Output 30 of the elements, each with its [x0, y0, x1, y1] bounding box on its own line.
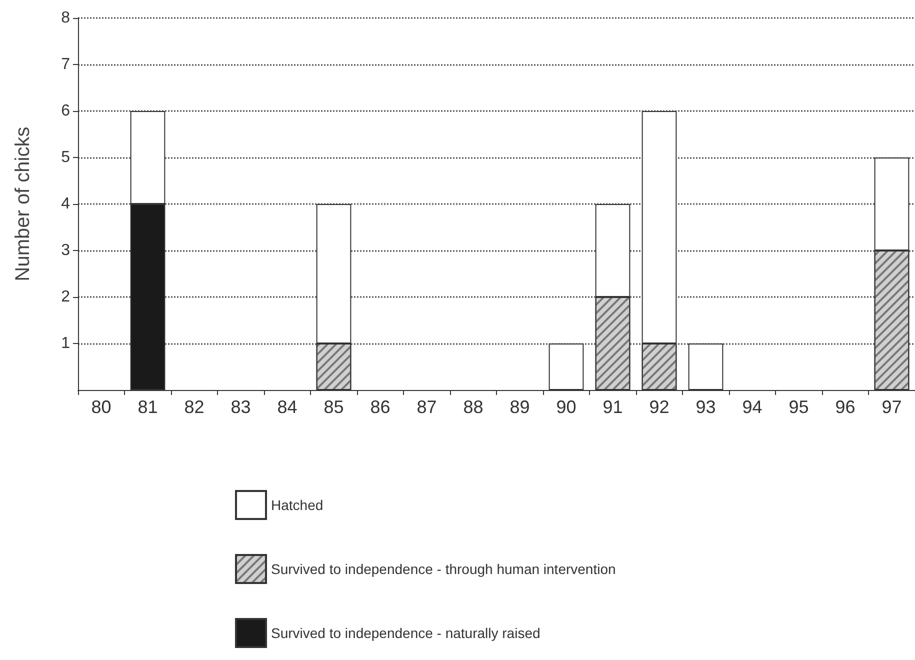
y-axis-title: Number of chicks	[12, 126, 34, 282]
x-tick-label: 86	[370, 397, 390, 417]
x-tick-label: 97	[882, 397, 902, 417]
y-tick-label: 8	[61, 10, 70, 26]
y-tick-label: 5	[61, 149, 70, 166]
x-tick-label: 89	[510, 397, 530, 417]
x-tick-label: 91	[602, 397, 623, 417]
x-tick-label: 81	[138, 397, 158, 417]
x-tick-label: 93	[696, 397, 716, 417]
x-tick-label: 88	[463, 397, 484, 417]
x-tick-label: 83	[230, 397, 251, 417]
x-tick-label: 80	[91, 397, 112, 417]
y-tick-label: 6	[61, 102, 70, 120]
x-tick-label: 82	[184, 397, 204, 417]
x-tick-label: 92	[649, 397, 670, 417]
x-tick-label: 95	[788, 397, 809, 417]
x-tick-label: 96	[835, 397, 856, 417]
legend-label: Hatched	[271, 497, 324, 513]
legend-label: Survived to independence - naturally raised	[271, 625, 540, 641]
legend-label: Survived to independence - through human intervention	[271, 561, 616, 577]
x-tick-label: 87	[416, 397, 437, 417]
y-tick-label: 1	[61, 335, 70, 352]
x-tick-label: 84	[277, 397, 298, 417]
y-tick-label: 3	[61, 242, 70, 259]
y-tick-label: 7	[61, 56, 70, 73]
x-tick-label: 90	[556, 397, 576, 417]
y-tick-label: 2	[61, 288, 70, 306]
x-tick-label: 94	[742, 397, 762, 417]
y-tick-label: 4	[61, 196, 70, 212]
x-tick-label: 85	[324, 397, 344, 417]
